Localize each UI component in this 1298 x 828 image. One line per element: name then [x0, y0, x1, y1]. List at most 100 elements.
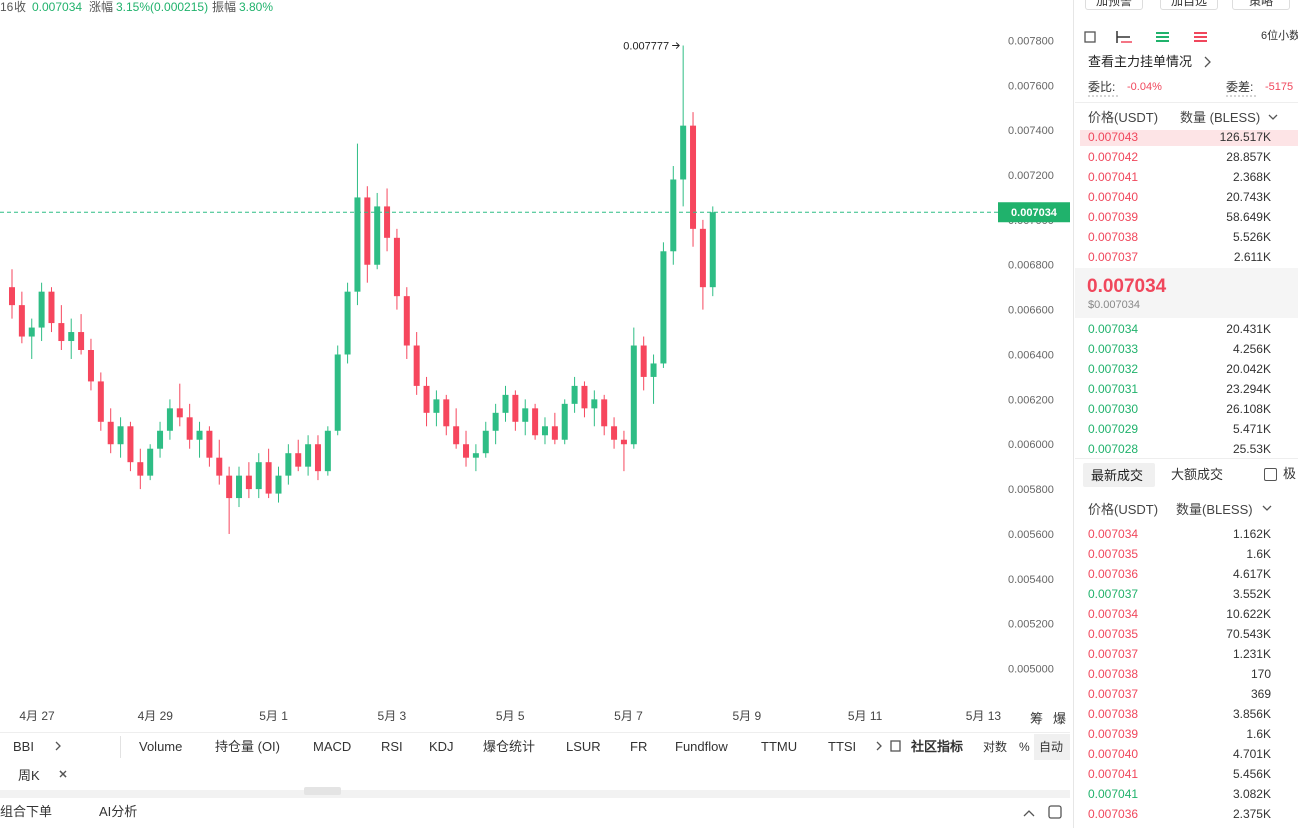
candle-body — [423, 385, 430, 413]
trades-tab[interactable]: 大额成交 — [1171, 467, 1224, 482]
checkbox[interactable] — [1264, 468, 1277, 481]
ask-price: 0.007040 — [1088, 190, 1139, 204]
divider — [1075, 102, 1298, 103]
header-close: 0.007034 — [32, 0, 83, 14]
auto-bg — [1034, 734, 1070, 760]
resize-bar[interactable] — [0, 790, 1070, 798]
annotation-arrow — [672, 42, 680, 49]
trade-price: 0.007041 — [1088, 787, 1139, 801]
bid-price: 0.007032 — [1088, 362, 1139, 376]
corner-button: 筹 — [1030, 711, 1043, 726]
ai-tab[interactable]: AI分析 — [99, 804, 138, 819]
trade-price: 0.007034 — [1088, 607, 1139, 621]
depth-link[interactable]: 查看主力挂单情况 — [1088, 54, 1193, 69]
bid-qty: 26.108K — [1226, 402, 1271, 416]
indicator-tab[interactable]: MACD — [313, 739, 352, 754]
trade-qty: 3.082K — [1232, 787, 1271, 801]
candle-body — [176, 408, 183, 418]
candle-body — [364, 197, 371, 265]
indicator-tab[interactable]: TTMU — [761, 739, 798, 754]
indicator-bbi[interactable]: BBI — [13, 739, 34, 754]
trade-qty: 170 — [1250, 667, 1271, 681]
ask-qty: 2.611K — [1233, 250, 1271, 264]
ask-price: 0.007043 — [1088, 130, 1139, 144]
panel-button[interactable]: 加预警 — [1085, 0, 1143, 10]
high-annotation: 0.007777 — [623, 41, 669, 53]
candle-body — [492, 412, 499, 431]
trade-qty: 70.543K — [1226, 627, 1271, 641]
trade-price: 0.007037 — [1088, 647, 1139, 661]
divider — [1075, 458, 1298, 459]
header-change: 3.15%(0.000215) — [116, 0, 209, 14]
percent-toggle[interactable]: % — [1019, 740, 1030, 754]
candle-body — [532, 408, 539, 436]
candle-body — [620, 439, 627, 445]
corner-button: 爆 — [1053, 711, 1066, 726]
candle-body — [324, 430, 331, 472]
ask-qty: 20.743K — [1226, 190, 1271, 204]
indicator-tab[interactable]: RSI — [381, 739, 403, 754]
col-qty: 数量 (BLESS) — [1180, 110, 1261, 125]
y-tick-label: 0.005800 — [1008, 484, 1054, 496]
candle-body — [137, 462, 144, 476]
order-tab[interactable]: 组合下单 — [0, 804, 53, 819]
decimals[interactable]: 6位小数 — [1261, 30, 1298, 42]
candle-body — [463, 444, 470, 458]
trades-filter[interactable]: 极 — [1283, 466, 1297, 481]
candle-body — [512, 394, 519, 422]
panel-button[interactable]: 策略 — [1232, 0, 1290, 10]
mid-price-bg — [1075, 268, 1298, 318]
candle-body — [472, 453, 479, 458]
y-tick-label: 0.005200 — [1008, 619, 1054, 631]
trades-tab[interactable]: 最新成交 — [1091, 468, 1144, 483]
indicator-tab[interactable]: FR — [630, 739, 648, 754]
candle-body — [561, 403, 568, 440]
trade-qty: 1.6K — [1246, 547, 1271, 561]
indicator-tab[interactable]: Volume — [139, 739, 183, 754]
candle-body — [433, 399, 440, 413]
auto-toggle[interactable]: 自动 — [1039, 740, 1064, 754]
indicator-tab[interactable]: KDJ — [429, 739, 454, 754]
resize-handle[interactable] — [304, 787, 341, 795]
header-amp: 3.80% — [239, 0, 274, 14]
candle-body — [680, 125, 687, 180]
indicator-tab[interactable]: Fundflow — [675, 739, 728, 754]
trade-qty: 10.622K — [1226, 607, 1271, 621]
bid-qty: 5.471K — [1232, 422, 1271, 436]
candle-body — [166, 408, 173, 431]
candle-body — [690, 125, 697, 229]
y-tick-label: 0.007600 — [1008, 80, 1054, 92]
x-tick-label: 5月 3 — [378, 709, 407, 723]
indicator-tab[interactable]: TTSI — [828, 739, 857, 754]
last-price-label: 0.007034 — [1011, 207, 1058, 219]
ratio-value: -0.04% — [1127, 81, 1162, 93]
indicator-tab[interactable]: 持仓量 (OI) — [215, 739, 280, 754]
candle-body — [502, 394, 509, 413]
trade-qty: 4.701K — [1232, 747, 1271, 761]
tab-bg — [1083, 463, 1155, 487]
header-time: 16 — [0, 0, 14, 14]
x-tick-label: 5月 11 — [848, 709, 883, 723]
candle-body — [147, 448, 154, 476]
ask-price: 0.007038 — [1088, 230, 1139, 244]
indicator-tab[interactable]: 爆仓统计 — [483, 739, 536, 754]
x-tick-label: 5月 13 — [966, 709, 1002, 723]
candle-body — [601, 399, 608, 427]
candle-body — [581, 385, 588, 409]
log-toggle[interactable]: 对数 — [983, 740, 1008, 754]
ask-qty: 28.857K — [1226, 150, 1271, 164]
trade-qty: 1.231K — [1232, 647, 1271, 661]
bid-price: 0.007031 — [1088, 382, 1139, 396]
panel-button[interactable]: 加自选 — [1160, 0, 1218, 10]
y-tick-label: 0.005600 — [1008, 529, 1054, 541]
community-indicators[interactable]: 社区指标 — [911, 739, 964, 754]
indicator-tab[interactable]: LSUR — [566, 739, 601, 754]
candle-body — [285, 453, 292, 476]
candle-body — [295, 453, 302, 467]
interval-tab[interactable]: 周K — [18, 768, 40, 783]
ask-price: 0.007039 — [1088, 210, 1139, 224]
y-tick-label: 0.005000 — [1008, 664, 1054, 676]
candle-body — [541, 426, 548, 436]
candle-body — [107, 421, 114, 445]
ask-qty: 2.368K — [1232, 170, 1271, 184]
